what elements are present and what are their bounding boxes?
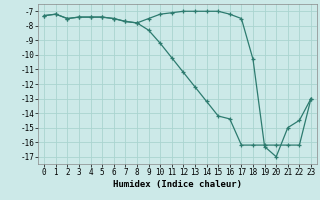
- X-axis label: Humidex (Indice chaleur): Humidex (Indice chaleur): [113, 180, 242, 189]
